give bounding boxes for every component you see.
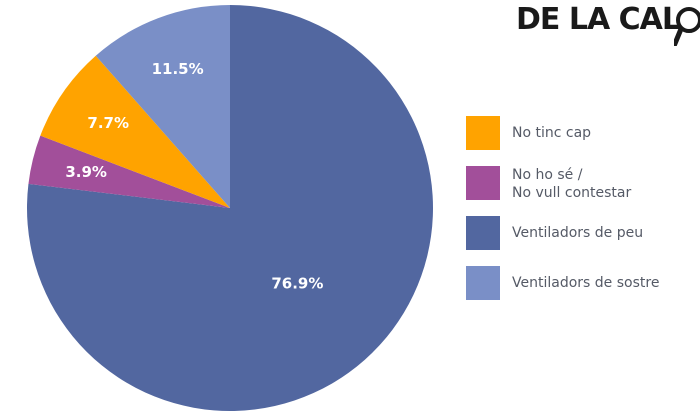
slice-value-label: 3.9%	[65, 163, 107, 181]
legend-label: Ventiladors de sostre	[512, 275, 660, 291]
magnifier-icon	[674, 7, 700, 46]
slice-value-label: 76.9%	[271, 274, 323, 292]
legend-label: No ho sé / No vull contestar	[512, 167, 632, 201]
legend-swatch	[466, 166, 500, 200]
legend-label: Ventiladors de peu	[512, 225, 644, 241]
pie-slice-3	[95, 5, 230, 208]
legend-label: No tinc cap	[512, 125, 592, 141]
legend-swatch	[466, 266, 500, 300]
legend-swatch	[466, 216, 500, 250]
logo-text: DE LA CAL	[516, 2, 681, 37]
legend-swatch	[466, 116, 500, 150]
pie-slice-1	[28, 135, 231, 208]
pie-chart: 76.9% 3.9% 7.7% 11.5%	[27, 5, 433, 411]
slice-value-label: 7.7%	[87, 114, 129, 132]
pie-slice-2	[40, 55, 231, 209]
slice-value-label: 11.5%	[152, 60, 204, 78]
brand-logo: DE LA CAL	[516, 2, 700, 46]
